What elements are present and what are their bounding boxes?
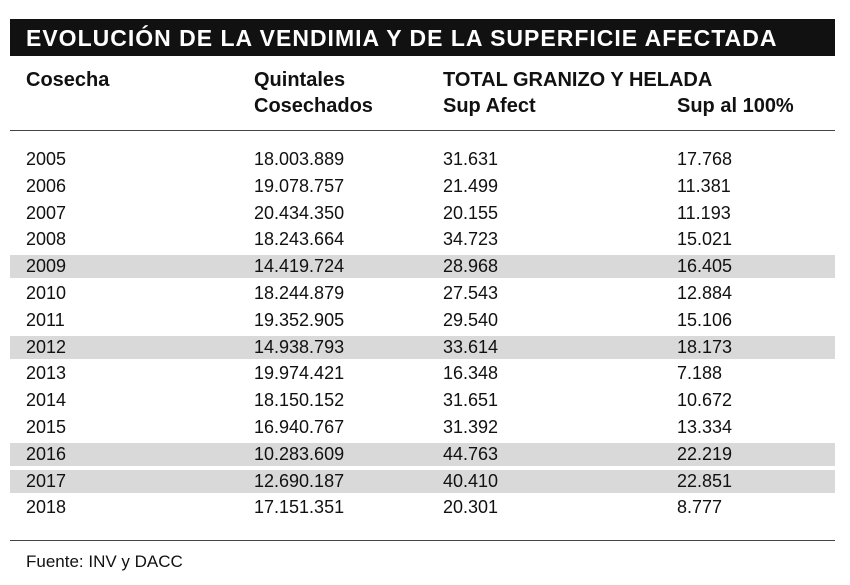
title-bar: EVOLUCIÓN DE LA VENDIMIA Y DE LA SUPERFI…	[10, 19, 835, 56]
cell-quintales: 19.078.757	[254, 175, 345, 196]
cell-year: 2015	[26, 417, 67, 437]
cell-sup-afect: 40.410	[443, 470, 499, 491]
header-cosecha: Cosecha	[26, 69, 110, 91]
cell-sup-100: 18.173	[677, 336, 733, 357]
table-row: 2015 16.940.767 31.392 13.334	[10, 416, 835, 439]
header-group: TOTAL GRANIZO Y HELADA	[443, 69, 713, 91]
table-row: 2012 14.938.793 33.614 18.173	[10, 335, 835, 359]
table-row: 2014 18.150.152 31.651 10.672	[10, 389, 835, 412]
cell-year: 2013	[26, 363, 67, 384]
table-title: EVOLUCIÓN DE LA VENDIMIA Y DE LA SUPERFI…	[26, 25, 778, 51]
cell-sup-afect: 27.543	[443, 283, 499, 303]
cell-quintales: 17.151.351	[254, 497, 345, 518]
cell-sup-afect: 29.540	[443, 309, 499, 330]
cell-sup-100: 12.884	[677, 283, 733, 303]
cell-quintales: 18.244.879	[254, 283, 345, 303]
table-row: 2005 18.003.889 31.631 17.768	[10, 148, 835, 171]
cell-sup-afect: 31.631	[443, 149, 499, 169]
header-sup-100: Sup al 100%	[677, 95, 794, 117]
cell-sup-100: 22.851	[677, 470, 733, 491]
table-row: 2017 12.690.187 40.410 22.851	[10, 469, 835, 493]
table-row: 2008 18.243.664 34.723 15.021	[10, 228, 835, 251]
cell-sup-100: 15.106	[677, 309, 733, 330]
header-divider	[10, 130, 835, 131]
cell-sup-100: 13.334	[677, 417, 733, 437]
cell-year: 2010	[26, 283, 67, 303]
table-row: 2007 20.434.350 20.155 11.193	[10, 202, 835, 225]
cell-sup-100: 10.672	[677, 390, 733, 411]
cell-sup-afect: 44.763	[443, 443, 499, 464]
table-row: 2011 19.352.905 29.540 15.106	[10, 309, 835, 332]
cell-year: 2005	[26, 149, 67, 169]
cell-year: 2009	[26, 256, 67, 277]
cell-quintales: 14.419.724	[254, 256, 345, 277]
cell-sup-afect: 31.392	[443, 417, 499, 437]
cell-quintales: 18.243.664	[254, 229, 345, 250]
cell-quintales: 12.690.187	[254, 470, 345, 491]
footer-divider	[10, 540, 835, 541]
cell-year: 2006	[26, 175, 67, 196]
cell-quintales: 14.938.793	[254, 336, 345, 357]
table-row: 2016 10.283.609 44.763 22.219	[10, 442, 835, 466]
cell-sup-100: 15.021	[677, 229, 733, 250]
table-row: 2013 19.974.421 16.348 7.188	[10, 362, 835, 385]
table-row: 2010 18.244.879 27.543 12.884	[10, 282, 835, 305]
cell-quintales: 19.974.421	[254, 363, 345, 384]
table-row: 2006 19.078.757 21.499 11.381	[10, 175, 835, 198]
cell-year: 2017	[26, 470, 67, 491]
header-quintales: Quintales	[254, 69, 346, 91]
cell-sup-100: 11.193	[677, 202, 731, 223]
cell-sup-100: 7.188	[677, 363, 723, 384]
cell-year: 2007	[26, 202, 67, 223]
cell-sup-afect: 34.723	[443, 229, 499, 250]
source-note: Fuente: INV y DACC	[26, 552, 183, 571]
cell-sup-100: 16.405	[677, 256, 733, 277]
cell-year: 2018	[26, 497, 67, 518]
header-cosechados: Cosechados	[254, 95, 373, 117]
cell-year: 2011	[26, 309, 65, 330]
cell-quintales: 19.352.905	[254, 309, 345, 330]
header-sup-afect: Sup Afect	[443, 95, 536, 117]
cell-quintales: 18.150.152	[254, 390, 345, 411]
cell-quintales: 16.940.767	[254, 417, 345, 437]
cell-quintales: 20.434.350	[254, 202, 345, 223]
cell-sup-afect: 20.155	[443, 202, 499, 223]
cell-year: 2012	[26, 336, 67, 357]
cell-quintales: 10.283.609	[254, 443, 345, 464]
cell-sup-100: 11.381	[677, 175, 731, 196]
cell-sup-afect: 20.301	[443, 497, 499, 518]
table-row: 2018 17.151.351 20.301 8.777	[10, 496, 835, 519]
table-row: 2009 14.419.724 28.968 16.405	[10, 255, 835, 279]
cell-year: 2016	[26, 443, 67, 464]
cell-sup-100: 8.777	[677, 497, 723, 518]
cell-quintales: 18.003.889	[254, 149, 345, 169]
cell-year: 2014	[26, 390, 67, 411]
cell-sup-afect: 16.348	[443, 363, 499, 384]
cell-sup-afect: 33.614	[443, 336, 499, 357]
cell-sup-afect: 31.651	[443, 390, 499, 411]
cell-sup-afect: 28.968	[443, 256, 499, 277]
cell-sup-100: 22.219	[677, 443, 733, 464]
cell-year: 2008	[26, 229, 67, 250]
cell-sup-afect: 21.499	[443, 175, 499, 196]
cell-sup-100: 17.768	[677, 149, 733, 169]
